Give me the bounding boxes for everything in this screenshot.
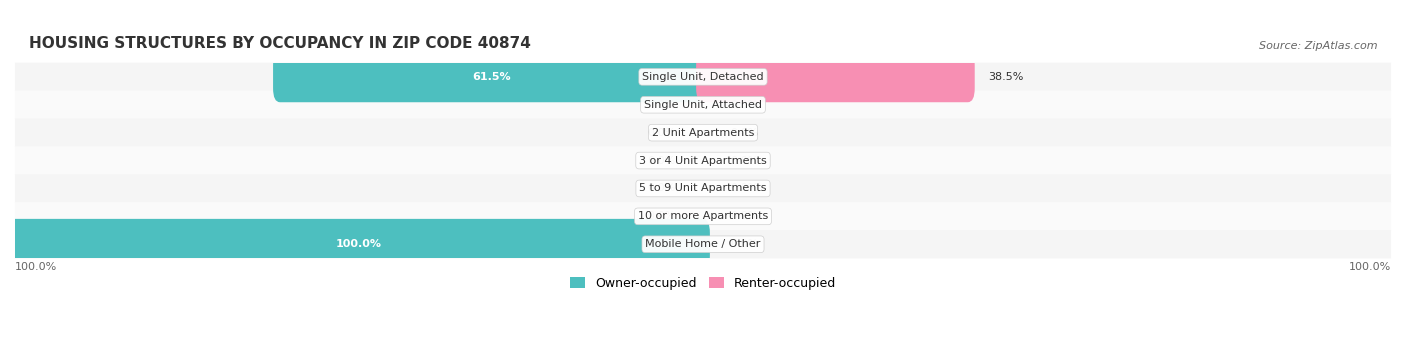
Text: 2 Unit Apartments: 2 Unit Apartments <box>652 128 754 138</box>
Text: 100.0%: 100.0% <box>1348 262 1391 272</box>
Text: Mobile Home / Other: Mobile Home / Other <box>645 239 761 249</box>
Text: 0.0%: 0.0% <box>647 211 675 221</box>
FancyBboxPatch shape <box>15 118 1391 147</box>
Text: 0.0%: 0.0% <box>731 211 759 221</box>
FancyBboxPatch shape <box>15 146 1391 175</box>
Text: 0.0%: 0.0% <box>647 128 675 138</box>
FancyBboxPatch shape <box>15 63 1391 91</box>
FancyBboxPatch shape <box>15 230 1391 259</box>
FancyBboxPatch shape <box>15 91 1391 119</box>
FancyBboxPatch shape <box>696 51 974 102</box>
Text: 100.0%: 100.0% <box>15 262 58 272</box>
Text: 10 or more Apartments: 10 or more Apartments <box>638 211 768 221</box>
FancyBboxPatch shape <box>15 202 1391 231</box>
Text: Single Unit, Detached: Single Unit, Detached <box>643 72 763 82</box>
Text: 0.0%: 0.0% <box>731 128 759 138</box>
Text: HOUSING STRUCTURES BY OCCUPANCY IN ZIP CODE 40874: HOUSING STRUCTURES BY OCCUPANCY IN ZIP C… <box>30 36 530 51</box>
Text: 0.0%: 0.0% <box>731 100 759 110</box>
Text: 0.0%: 0.0% <box>647 156 675 166</box>
Text: 61.5%: 61.5% <box>472 72 510 82</box>
FancyBboxPatch shape <box>273 51 710 102</box>
Text: Single Unit, Attached: Single Unit, Attached <box>644 100 762 110</box>
Text: Source: ZipAtlas.com: Source: ZipAtlas.com <box>1258 41 1376 51</box>
Text: 0.0%: 0.0% <box>647 100 675 110</box>
Legend: Owner-occupied, Renter-occupied: Owner-occupied, Renter-occupied <box>565 272 841 295</box>
Text: 3 or 4 Unit Apartments: 3 or 4 Unit Apartments <box>640 156 766 166</box>
Text: 5 to 9 Unit Apartments: 5 to 9 Unit Apartments <box>640 183 766 194</box>
Text: 0.0%: 0.0% <box>731 183 759 194</box>
Text: 0.0%: 0.0% <box>731 239 759 249</box>
Text: 0.0%: 0.0% <box>647 183 675 194</box>
FancyBboxPatch shape <box>8 219 710 269</box>
Text: 38.5%: 38.5% <box>988 72 1024 82</box>
FancyBboxPatch shape <box>15 174 1391 203</box>
Text: 0.0%: 0.0% <box>731 156 759 166</box>
Text: 100.0%: 100.0% <box>336 239 382 249</box>
